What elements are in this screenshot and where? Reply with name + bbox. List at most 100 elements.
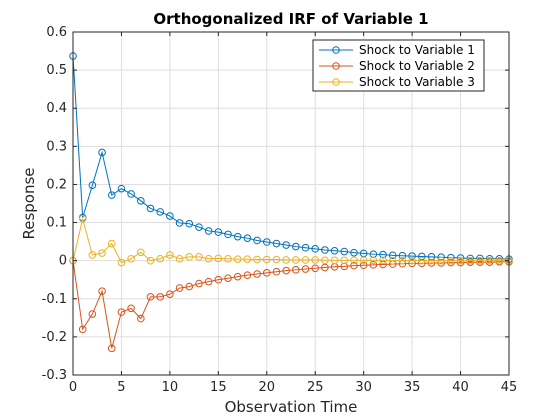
series-1-point (175, 219, 184, 227)
series-1-point (466, 254, 475, 263)
series-2-point (137, 314, 145, 323)
series-1-point (98, 148, 106, 157)
series-1-point (321, 246, 329, 254)
x-tick-label: 15 (210, 380, 227, 395)
y-tick-label: 0.4 (46, 101, 67, 116)
series-1-point (253, 236, 261, 245)
legend-marker-1 (332, 46, 340, 54)
series-2-point (369, 261, 378, 269)
series-1-point (350, 248, 358, 257)
series-3-point (214, 254, 223, 263)
series-2-point (456, 258, 465, 267)
x-tick-label: 10 (162, 380, 179, 395)
series-2-point (301, 265, 310, 273)
series-2-point (224, 274, 232, 282)
series-1-point (243, 234, 252, 242)
series-3-point (330, 256, 339, 265)
series-2-point (437, 259, 445, 267)
series-1-point (369, 250, 378, 258)
y-tick-label: -0.3 (42, 368, 67, 383)
series-3-point (388, 256, 397, 265)
series-3-point (156, 254, 164, 263)
y-tick-label: 0.2 (46, 177, 67, 192)
series-2-point (88, 310, 97, 318)
series-1-point (282, 241, 290, 249)
series-2-point (340, 262, 349, 271)
series-1-point (398, 251, 407, 260)
series-2-point (379, 260, 387, 269)
x-tick-label: 5 (117, 380, 125, 395)
series-3-point (321, 256, 329, 265)
series-3-point (175, 254, 184, 263)
series-2-point (321, 263, 329, 272)
series-2-point (166, 290, 174, 299)
series-3-point (292, 256, 300, 264)
series-3-point (379, 256, 387, 265)
chart-title: Orthogonalized IRF of Variable 1 (153, 10, 428, 28)
series-1-point (117, 184, 126, 193)
series-3-point (107, 239, 116, 248)
series-1-point (156, 208, 164, 216)
series-2-line (72, 260, 509, 349)
series-2-point (175, 284, 184, 292)
x-tick-label: 45 (501, 380, 518, 395)
series-2-point (282, 266, 290, 275)
series-3-point (224, 254, 232, 263)
series-3-point (359, 256, 368, 265)
series-1-point (166, 212, 174, 220)
legend-label-3: Shock to Variable 3 (359, 75, 475, 89)
y-tick-label: 0 (59, 254, 67, 269)
series-1-point (456, 254, 465, 262)
series-1-point (262, 238, 271, 246)
legend-marker-3 (332, 78, 340, 86)
series-3-point (456, 256, 465, 265)
legend-marker-2 (332, 62, 340, 70)
series-3-point (195, 253, 203, 261)
y-tick-label: -0.2 (42, 330, 67, 345)
series-3-point (447, 256, 455, 265)
series-1-point (137, 197, 145, 205)
series-3-point (340, 256, 349, 265)
series-3-point (146, 256, 155, 265)
x-tick-label: 25 (307, 380, 324, 395)
series-2-point (127, 304, 135, 313)
x-tick-label: 35 (404, 380, 421, 395)
series-3-point (185, 253, 194, 261)
x-tick-label: 40 (452, 380, 469, 395)
series-3-point (204, 254, 213, 263)
series-3-point (272, 255, 281, 264)
series-2-point (311, 264, 320, 273)
y-tick-label: 0.5 (46, 63, 67, 78)
series-1-point (224, 230, 232, 239)
series-3-point (88, 251, 97, 259)
series-2-point (253, 270, 261, 278)
series-3-point (466, 256, 475, 265)
series-1-point (88, 181, 97, 190)
series-3-point (350, 256, 358, 265)
series-3-point (398, 256, 407, 265)
series-2-point (272, 267, 281, 276)
series-2-point (98, 287, 106, 295)
series-3-point (311, 256, 320, 264)
series-2-point (418, 259, 426, 268)
series-3-point (78, 214, 87, 223)
series-3-point (253, 255, 261, 264)
series-3-point (117, 258, 126, 267)
x-axis-label: Observation Time (225, 398, 358, 416)
series-3-point (369, 256, 378, 265)
series-3-point (137, 248, 145, 257)
y-axis-label: Response (20, 167, 38, 239)
series-1-point (107, 191, 116, 199)
series-3-point (166, 251, 174, 259)
series-3 (69, 214, 513, 267)
series-2-point (262, 269, 271, 277)
axis-ticks: 0 5 10 15 20 25 30 35 40 45 -0.3 -0.2 -0.1 0 0.1 0.2 0.3… (42, 25, 518, 395)
series-1-point (408, 252, 416, 260)
series-2-point (195, 279, 203, 288)
series-1-line (72, 55, 510, 260)
series-1-point (185, 219, 194, 228)
series-1-point (388, 251, 397, 260)
series-3-point (262, 255, 271, 264)
series-1-point (311, 245, 320, 253)
series-3-point (476, 256, 484, 265)
